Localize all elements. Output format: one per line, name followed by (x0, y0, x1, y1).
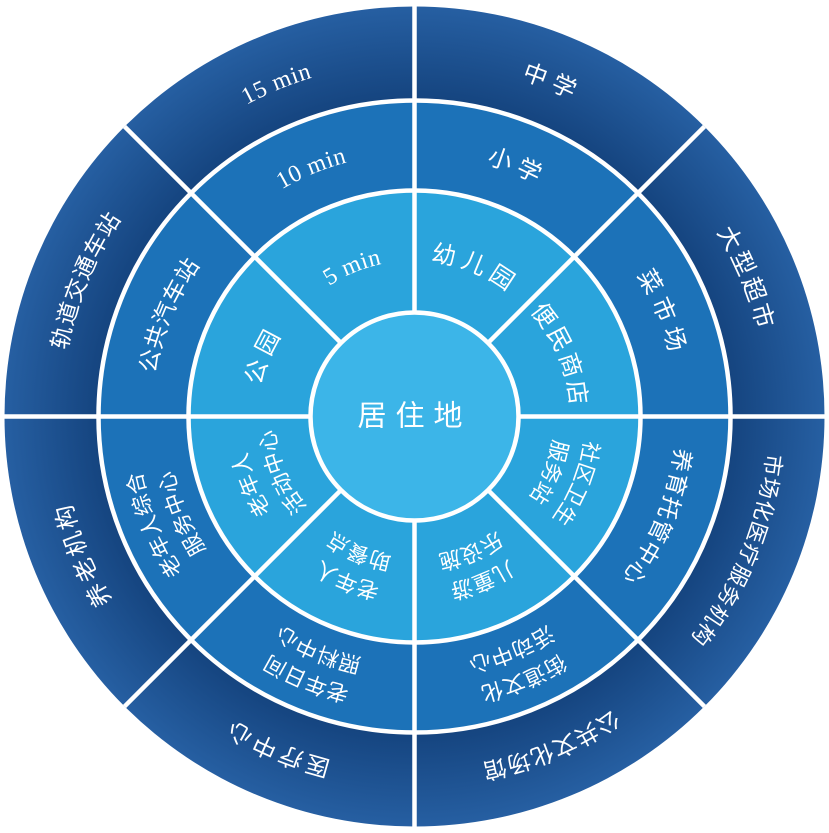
center-label: 居住地 (357, 400, 471, 433)
sector-divider (122, 124, 343, 345)
sector-divider (486, 488, 707, 709)
sector-divider (486, 124, 707, 345)
sector-divider (122, 488, 343, 709)
divider-lines-layer (4, 6, 825, 827)
